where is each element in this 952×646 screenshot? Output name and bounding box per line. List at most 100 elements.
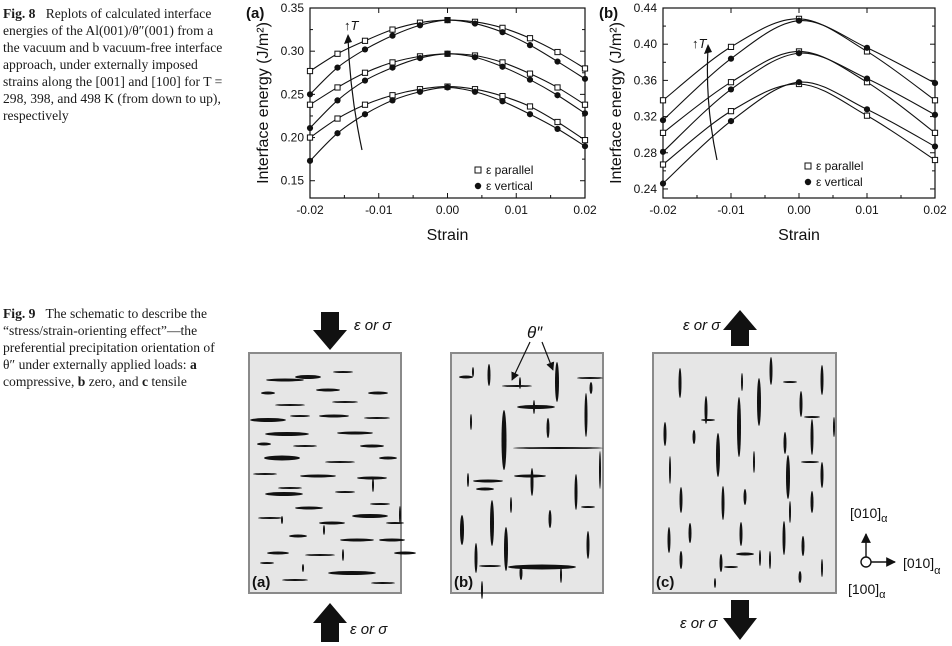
data-point-circle — [444, 16, 451, 24]
load-arrow-top-c — [723, 310, 757, 346]
legend-parallel: ε parallel — [486, 163, 533, 177]
precipitate-vertical — [663, 422, 667, 446]
precipitate-horizontal — [282, 579, 308, 581]
data-point-square — [526, 70, 534, 77]
precipitate-vertical — [810, 491, 814, 513]
data-point-circle — [444, 50, 451, 57]
legend-parallel: ε parallel — [816, 159, 863, 173]
precipitate-vertical — [460, 515, 464, 545]
data-point-square — [361, 69, 369, 76]
precipitate-vertical — [599, 451, 601, 489]
precipitate-horizontal — [289, 534, 307, 538]
x-tick-label: 0.01 — [505, 203, 529, 217]
precipitate-vertical — [487, 364, 491, 386]
precipitate-vertical — [481, 581, 483, 599]
precipitate-horizontal — [278, 487, 302, 489]
precipitate-vertical — [530, 468, 534, 496]
precipitate-horizontal — [253, 473, 277, 475]
precipitate-vertical — [679, 487, 683, 513]
precipitate-horizontal — [379, 456, 397, 460]
theta-arrow-right — [541, 341, 555, 371]
precipitate-vertical — [555, 362, 559, 402]
precipitate-vertical — [323, 525, 325, 535]
precipitate-horizontal — [319, 414, 349, 418]
data-point-circle — [554, 58, 561, 65]
precipitate-vertical — [714, 578, 716, 588]
precipitate-horizontal — [340, 538, 374, 542]
data-point-circle — [471, 88, 479, 95]
y-tick-label: 0.20 — [281, 131, 305, 145]
series-line — [662, 83, 936, 165]
legend-square-icon — [474, 166, 482, 174]
data-point-circle — [554, 125, 561, 133]
y-tick-label: 0.36 — [634, 73, 658, 87]
data-point-circle — [389, 97, 396, 104]
precipitate-vertical — [739, 522, 743, 546]
data-point-square — [334, 115, 341, 122]
series-line — [309, 86, 586, 141]
precipitate-horizontal — [379, 538, 405, 542]
precipitate-vertical — [679, 551, 683, 569]
data-point-square — [361, 37, 369, 44]
series-line — [662, 52, 936, 153]
temperature-label: ↑T — [692, 36, 708, 51]
data-point-circle — [727, 86, 735, 93]
precipitate-horizontal — [265, 432, 309, 436]
data-point-circle — [416, 88, 424, 95]
precipitate-horizontal — [360, 444, 384, 448]
temperature-arrow-head — [344, 34, 352, 44]
precipitate-vertical — [716, 433, 720, 477]
data-point-circle — [471, 20, 479, 27]
data-point-square — [863, 112, 871, 119]
data-point-square — [659, 129, 667, 136]
precipitate-vertical — [399, 506, 401, 524]
panel-label: (b) — [599, 5, 618, 22]
precipitate-horizontal — [293, 445, 317, 447]
panel-b-label: (b) — [454, 574, 473, 591]
fig9-caption-c: c — [141, 374, 148, 389]
precipitate-horizontal — [267, 551, 289, 555]
data-point-square — [581, 65, 589, 72]
data-point-circle — [361, 46, 369, 53]
y-tick-label: 0.44 — [634, 1, 658, 15]
data-point-circle — [795, 79, 803, 86]
precipitate-horizontal — [371, 582, 395, 584]
legend-square-icon — [804, 162, 812, 170]
precipitate-vertical — [667, 527, 671, 553]
precipitate-vertical — [688, 523, 692, 543]
precipitate-horizontal — [370, 503, 390, 505]
y-tick-label: 0.40 — [634, 37, 658, 51]
precipitate-vertical — [490, 500, 494, 546]
precipitate-horizontal — [386, 522, 404, 524]
precipitate-vertical — [560, 567, 562, 583]
precipitate-horizontal — [264, 455, 300, 461]
precipitate-vertical — [753, 451, 755, 473]
x-tick-label: -0.01 — [717, 203, 745, 217]
precipitate-vertical — [574, 474, 578, 510]
precipitate-horizontal — [275, 404, 305, 406]
data-point-square — [727, 43, 735, 51]
precipitate-horizontal — [364, 417, 390, 419]
fig9-caption-c-text: tensile — [147, 374, 187, 389]
precipitate-vertical — [510, 497, 512, 513]
precipitate-vertical — [584, 393, 588, 437]
panel-c-label: (c) — [656, 574, 674, 591]
temperature-arrow-head — [704, 44, 712, 54]
data-point-circle — [554, 92, 561, 99]
precipitate-horizontal — [325, 461, 355, 463]
precipitate-horizontal — [473, 479, 503, 483]
load-label-top-c: ε or σ — [683, 317, 721, 334]
precipitate-horizontal — [250, 418, 286, 422]
precipitate-vertical — [833, 417, 835, 437]
precipitate-horizontal — [265, 492, 303, 496]
x-tick-label: -0.01 — [365, 203, 393, 217]
precipitate-vertical — [589, 382, 593, 394]
data-point-circle — [499, 29, 506, 36]
fig9-caption-b: b — [77, 374, 86, 389]
data-point-square — [581, 137, 589, 144]
data-point-circle — [863, 75, 871, 82]
precipitate-horizontal — [514, 474, 546, 478]
chart-a: -0.02 -0.01 0.00 0.01 0.02 0.15 0.20 0.25 0.30 0.… — [246, 1, 597, 244]
data-point-circle — [727, 117, 735, 125]
precipitate-horizontal — [502, 385, 532, 387]
